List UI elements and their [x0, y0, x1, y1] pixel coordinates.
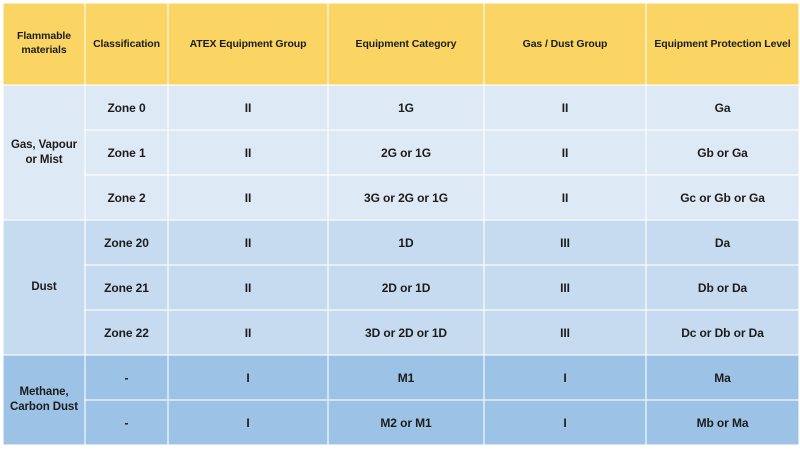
cell-equipment-category: 2G or 1G	[327, 129, 485, 176]
cell-atex-group: II	[167, 264, 329, 311]
column-header-classification: Classification	[84, 2, 169, 86]
table-row: Zone 2 II 3G or 2G or 1G II Gc or Gb or …	[3, 174, 800, 221]
table-header-row: Flammable materials Classification ATEX …	[2, 2, 800, 86]
cell-equipment-category: 1D	[327, 219, 485, 266]
cell-protection-level: Ma	[645, 354, 800, 401]
cell-protection-level: Da	[645, 219, 800, 266]
cell-classification: Zone 21	[84, 264, 169, 311]
table-row: Zone 21 II 2D or 1D III Db or Da	[3, 264, 800, 311]
cell-classification: Zone 1	[84, 129, 169, 176]
table-row: - I M2 or M1 I Mb or Ma	[3, 399, 800, 446]
cell-atex-group: I	[167, 399, 329, 446]
table-row: Zone 1 II 2G or 1G II Gb or Ga	[3, 129, 800, 176]
column-header-equipment-category: Equipment Category	[327, 2, 485, 86]
cell-protection-level: Mb or Ma	[645, 399, 800, 446]
cell-gas-dust-group: III	[483, 264, 647, 311]
table-row: Gas, Vapour or Mist Zone 0 II 1G II Ga	[2, 84, 800, 221]
cell-classification: -	[84, 399, 169, 446]
cell-gas-dust-group: III	[483, 309, 647, 356]
section-label-gas-vapour-mist: Gas, Vapour or Mist	[2, 84, 86, 221]
cell-protection-level: Dc or Db or Da	[645, 309, 800, 356]
cell-equipment-category: M2 or M1	[327, 399, 485, 446]
cell-atex-group: II	[167, 219, 329, 266]
cell-atex-group: II	[167, 84, 329, 131]
cell-equipment-category: M1	[327, 354, 485, 401]
column-header-flammable-materials: Flammable materials	[2, 2, 86, 86]
cell-protection-level: Db or Da	[645, 264, 800, 311]
column-header-gas-dust-group: Gas / Dust Group	[483, 2, 647, 86]
cell-classification: Zone 22	[84, 309, 169, 356]
cell-atex-group: II	[167, 129, 329, 176]
cell-gas-dust-group: II	[483, 84, 647, 131]
cell-atex-group: II	[167, 309, 329, 356]
table-row: Dust Zone 20 II 1D III Da	[2, 219, 800, 356]
cell-equipment-category: 3D or 2D or 1D	[327, 309, 485, 356]
cell-gas-dust-group: II	[483, 129, 647, 176]
cell-gas-dust-group: I	[483, 354, 647, 401]
cell-protection-level: Gb or Ga	[645, 129, 800, 176]
cell-classification: Zone 20	[84, 219, 169, 266]
cell-protection-level: Gc or Gb or Ga	[645, 174, 800, 221]
column-header-equipment-protection-level: Equipment Protection Level	[645, 2, 800, 86]
cell-classification: Zone 2	[84, 174, 169, 221]
section-label-methane-carbon-dust: Methane, Carbon Dust	[2, 354, 86, 446]
cell-classification: Zone 0	[84, 84, 169, 131]
cell-atex-group: II	[167, 174, 329, 221]
table-row: Zone 22 II 3D or 2D or 1D III Dc or Db o…	[3, 309, 800, 356]
cell-gas-dust-group: II	[483, 174, 647, 221]
cell-equipment-category: 1G	[327, 84, 485, 131]
cell-protection-level: Ga	[645, 84, 800, 131]
cell-classification: -	[84, 354, 169, 401]
cell-gas-dust-group: I	[483, 399, 647, 446]
cell-atex-group: I	[167, 354, 329, 401]
cell-gas-dust-group: III	[483, 219, 647, 266]
section-label-dust: Dust	[2, 219, 86, 356]
column-header-atex-equipment-group: ATEX Equipment Group	[167, 2, 329, 86]
table-row: Methane, Carbon Dust - I M1 I Ma	[2, 354, 800, 446]
cell-equipment-category: 2D or 1D	[327, 264, 485, 311]
cell-equipment-category: 3G or 2G or 1G	[327, 174, 485, 221]
